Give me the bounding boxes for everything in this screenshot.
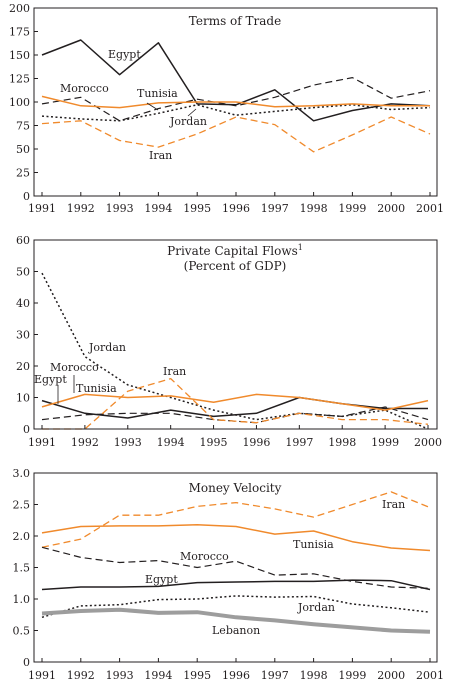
- y-tick-label: 1.0: [13, 593, 31, 606]
- panel-title: Terms of Trade: [189, 14, 281, 28]
- x-tick-label: 1999: [338, 669, 366, 682]
- x-tick-label: 1994: [144, 202, 172, 215]
- series-line-iran: [42, 377, 429, 430]
- x-tick-label: 1998: [300, 202, 328, 215]
- x-tick-label: 1997: [261, 669, 289, 682]
- x-tick-label: 2000: [377, 669, 405, 682]
- y-tick-label: 1.5: [13, 562, 31, 575]
- y-tick-label: 0: [23, 190, 30, 203]
- series-label-egypt: Egypt: [34, 373, 67, 386]
- series-label-morocco: Morocco: [50, 361, 99, 374]
- series-label-jordan: Jordan: [297, 601, 335, 614]
- footnote-marker: 1: [298, 243, 303, 252]
- y-tick-label: 40: [16, 297, 30, 310]
- panel-title: Money Velocity: [189, 481, 282, 495]
- x-tick-label: 1996: [242, 436, 270, 449]
- leader-line-jordan: [187, 108, 197, 117]
- y-tick-label: 50: [16, 143, 30, 156]
- y-tick-label: 200: [9, 2, 30, 15]
- y-tick-label: 0.5: [13, 625, 31, 638]
- x-tick-label: 1995: [200, 436, 228, 449]
- y-tick-label: 100: [9, 96, 30, 109]
- x-tick-label: 1996: [222, 669, 250, 682]
- y-tick-label: 60: [16, 234, 30, 247]
- series-line-morocco: [41, 77, 431, 122]
- x-tick-label: 1998: [300, 669, 328, 682]
- series-label-lebanon: Lebanon: [212, 624, 260, 637]
- series-line-tunisia: [41, 393, 429, 411]
- x-tick-label: 1991: [28, 436, 56, 449]
- y-tick-label: 75: [16, 120, 30, 133]
- x-tick-label: 2001: [416, 669, 444, 682]
- panel-title-text: Private Capital Flows: [167, 244, 298, 258]
- x-tick-label: 1998: [328, 436, 356, 449]
- x-tick-label: 1992: [71, 436, 99, 449]
- series-line-tunisia: [41, 523, 431, 552]
- series-label-jordan: Jordan: [169, 115, 207, 128]
- x-tick-label: 1994: [157, 436, 185, 449]
- x-tick-label: 1999: [371, 436, 399, 449]
- x-tick-label: 1992: [67, 669, 95, 682]
- series-line-jordan: [41, 104, 431, 122]
- series-label-tunisia: Tunisia: [76, 382, 117, 395]
- x-tick-label: 2000: [377, 202, 405, 215]
- series-line-tunisia: [41, 95, 430, 109]
- series-label-egypt: Egypt: [145, 573, 178, 586]
- y-tick-label: 2.5: [13, 499, 31, 512]
- series-line-egypt: [41, 39, 431, 122]
- leader-line-tunisia: [146, 102, 159, 111]
- series-label-morocco: Morocco: [180, 550, 229, 563]
- series-label-jordan: Jordan: [88, 341, 126, 354]
- panel-subtitle: (Percent of GDP): [184, 259, 287, 273]
- money-velocity-panel: Money Velocity Iran Tunisia Morocco Egyp…: [13, 467, 445, 682]
- series-label-tunisia: Tunisia: [137, 87, 178, 100]
- x-tick-label: 1993: [106, 202, 134, 215]
- series-line-iran: [41, 116, 431, 153]
- y-tick-label: 25: [16, 167, 30, 180]
- series-label-morocco: Morocco: [60, 82, 109, 95]
- y-tick-label: 0: [23, 656, 30, 669]
- x-tick-label: 1993: [114, 436, 142, 449]
- y-tick-label: 150: [9, 49, 30, 62]
- series-line-egypt: [41, 396, 428, 419]
- y-tick-label: 10: [16, 392, 30, 405]
- series-line-jordan: [41, 595, 431, 619]
- private-capital-flows-panel: Private Capital Flows1 (Percent of GDP) …: [16, 234, 442, 449]
- series-label-egypt: Egypt: [108, 48, 141, 61]
- x-tick-label: 1995: [183, 202, 211, 215]
- series-line-morocco: [41, 546, 431, 589]
- x-tick-label: 1997: [285, 436, 313, 449]
- series-line-lebanon: [41, 607, 431, 634]
- x-tick-label: 1995: [183, 669, 211, 682]
- y-tick-label: 125: [9, 73, 30, 86]
- series-label-iran: Iran: [149, 149, 172, 162]
- panel-title: Private Capital Flows1: [167, 243, 303, 258]
- x-tick-label: 2001: [416, 202, 444, 215]
- y-tick-label: 2.0: [13, 530, 31, 543]
- x-tick-label: 1992: [67, 202, 95, 215]
- series-label-iran: Iran: [382, 498, 405, 511]
- terms-of-trade-panel: Terms of Trade Egypt Morocco Tunisia Jor…: [9, 2, 444, 215]
- y-tick-label: 50: [16, 266, 30, 279]
- y-tick-label: 3.0: [13, 467, 31, 480]
- series-line-egypt: [41, 579, 431, 591]
- x-tick-label: 1994: [144, 669, 172, 682]
- x-tick-label: 2000: [414, 436, 442, 449]
- x-tick-label: 1991: [28, 669, 56, 682]
- series-label-tunisia: Tunisia: [293, 538, 334, 551]
- x-tick-label: 1997: [261, 202, 289, 215]
- x-tick-label: 1993: [106, 669, 134, 682]
- y-tick-label: 175: [9, 26, 30, 39]
- x-tick-label: 1991: [28, 202, 56, 215]
- series-line-iran: [41, 491, 431, 548]
- y-tick-label: 30: [16, 329, 30, 342]
- series-label-iran: Iran: [163, 365, 186, 378]
- x-tick-label: 1996: [222, 202, 250, 215]
- y-tick-label: 20: [16, 360, 30, 373]
- y-tick-label: 0: [23, 423, 30, 436]
- x-tick-label: 1999: [338, 202, 366, 215]
